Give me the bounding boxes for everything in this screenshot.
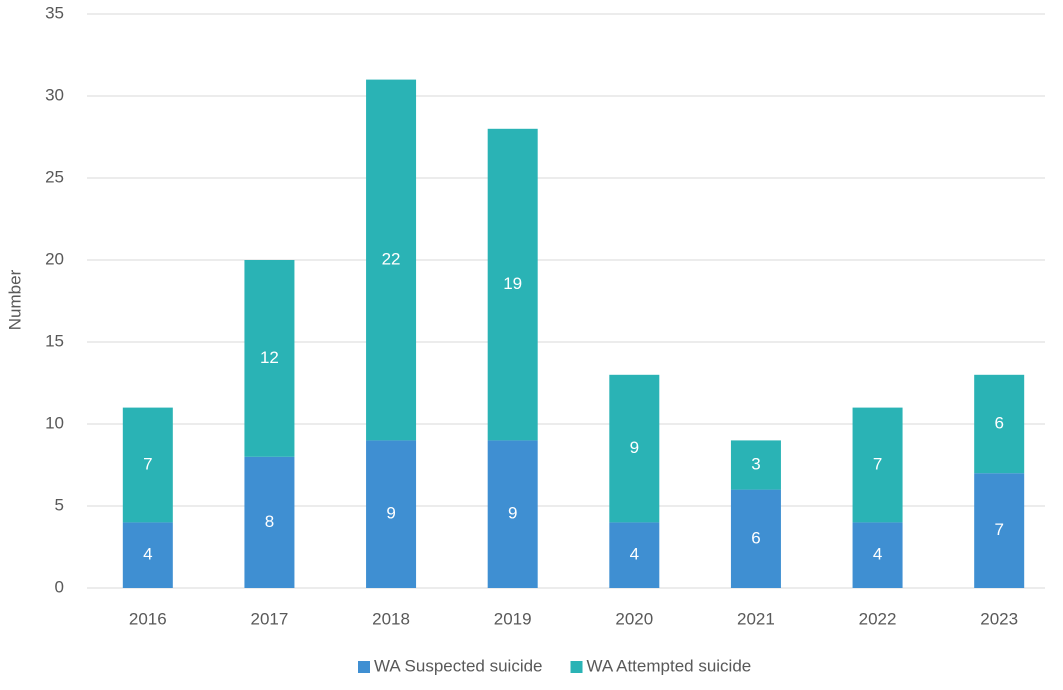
legend-label: WA Suspected suicide bbox=[374, 656, 543, 675]
bar-segment bbox=[366, 79, 417, 441]
x-tick-label: 2018 bbox=[372, 609, 410, 628]
bar-segment bbox=[366, 440, 417, 588]
data-label: 6 bbox=[751, 528, 760, 547]
data-label: 9 bbox=[630, 438, 639, 457]
legend-label: WA Attempted suicide bbox=[587, 656, 752, 675]
y-tick-label: 15 bbox=[45, 331, 64, 350]
data-label: 3 bbox=[751, 454, 760, 473]
data-label: 4 bbox=[873, 545, 882, 564]
x-tick-label: 2017 bbox=[251, 609, 289, 628]
data-label: 19 bbox=[503, 274, 522, 293]
y-tick-label: 30 bbox=[45, 85, 64, 104]
x-tick-label: 2023 bbox=[980, 609, 1018, 628]
bar-segment bbox=[122, 522, 173, 588]
y-tick-label: 35 bbox=[45, 3, 64, 22]
data-label: 8 bbox=[265, 512, 274, 531]
x-tick-label: 2021 bbox=[737, 609, 775, 628]
bar-segment bbox=[122, 407, 173, 523]
y-tick-label: 20 bbox=[45, 249, 64, 268]
bar-segment bbox=[974, 374, 1025, 474]
data-label: 12 bbox=[260, 348, 279, 367]
x-tick-label: 2020 bbox=[615, 609, 653, 628]
bar-segment bbox=[609, 374, 660, 523]
y-tick-label: 10 bbox=[45, 413, 64, 432]
x-tick-label: 2016 bbox=[129, 609, 167, 628]
bar-segment bbox=[852, 522, 903, 588]
y-tick-label: 5 bbox=[55, 495, 64, 514]
bar-segment bbox=[487, 128, 538, 441]
bar-segment bbox=[609, 522, 660, 588]
legend-swatch bbox=[570, 661, 583, 673]
bar-segment bbox=[244, 456, 295, 588]
data-label: 4 bbox=[630, 545, 639, 564]
x-tick-label: 2022 bbox=[859, 609, 897, 628]
bar-segment bbox=[487, 440, 538, 588]
bar-segment bbox=[730, 489, 781, 588]
bar-segment bbox=[974, 473, 1025, 588]
y-tick-label: 25 bbox=[45, 167, 64, 186]
bar-segment bbox=[730, 440, 781, 490]
data-label: 4 bbox=[143, 545, 152, 564]
x-tick-label: 2019 bbox=[494, 609, 532, 628]
data-label: 6 bbox=[994, 413, 1003, 432]
data-label: 7 bbox=[994, 520, 1003, 539]
y-axis-label: Number bbox=[5, 269, 24, 330]
data-label: 22 bbox=[382, 249, 401, 268]
bar-segment bbox=[244, 260, 295, 457]
data-label: 7 bbox=[873, 454, 882, 473]
y-tick-label: 0 bbox=[55, 577, 64, 596]
data-label: 9 bbox=[508, 504, 517, 523]
bar-segment bbox=[852, 407, 903, 523]
data-label: 7 bbox=[143, 454, 152, 473]
legend-swatch bbox=[358, 661, 370, 673]
data-label: 9 bbox=[386, 504, 395, 523]
